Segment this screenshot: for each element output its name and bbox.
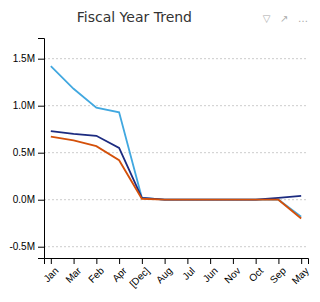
- y-tick: 1.0M: [13, 100, 44, 111]
- x-tick-mark: [51, 258, 52, 264]
- series-line: [51, 137, 301, 219]
- x-tick: Oct: [247, 258, 266, 284]
- grid-line: [44, 246, 308, 247]
- x-tick: Nov: [222, 258, 242, 285]
- x-tick-mark: [142, 258, 143, 264]
- chart: Fiscal Year Trend ▽ ↗ … -0.5M 0.0M 0.5M 1.0M 1…: [0, 0, 320, 302]
- x-tick-label: Oct: [247, 265, 266, 284]
- y-tick-label: 1.0M: [13, 100, 35, 111]
- y-tick: 0.5M: [13, 147, 44, 158]
- x-tick-mark: [119, 258, 120, 264]
- grid-line: [44, 105, 308, 106]
- y-axis-line: [38, 39, 45, 259]
- series-group: [51, 66, 301, 218]
- y-tick: -0.5M: [9, 241, 44, 252]
- y-tick: 1.5M: [13, 53, 44, 64]
- series-line: [51, 66, 301, 216]
- x-tick-mark: [96, 258, 97, 264]
- x-tick: Mar: [63, 258, 83, 285]
- annotation: ▽ ↗ …: [263, 13, 308, 24]
- title: Fiscal Year Trend: [77, 9, 192, 25]
- grid-line: [44, 58, 308, 59]
- y-tick-mark: [38, 153, 44, 154]
- x-tick-mark: [233, 258, 234, 264]
- x-tick-label: Aug: [154, 265, 174, 285]
- x-tick-mark: [187, 258, 188, 264]
- y-tick-label: 1.5M: [13, 53, 35, 64]
- x-tick-label: Jun: [201, 265, 220, 284]
- x-tick: Sep: [268, 258, 289, 285]
- y-tick-mark: [38, 59, 44, 60]
- x-tick-mark: [74, 258, 75, 264]
- x-tick-mark: [256, 258, 257, 264]
- x-tick-mark: [301, 258, 302, 264]
- x-tick-label: Feb: [86, 265, 106, 285]
- x-tick: Apr: [110, 258, 129, 284]
- plot: -0.5M 0.0M 0.5M 1.0M 1.5M JanMarFebApr[Dec]Au…: [9, 39, 310, 290]
- x-tick-label: Apr: [110, 265, 129, 284]
- x-tick: Jan: [41, 258, 60, 284]
- x-tick-label: [Dec]: [127, 265, 151, 289]
- y-axis: -0.5M 0.0M 0.5M 1.0M 1.5M: [9, 39, 44, 259]
- x-tick-label: Jan: [41, 265, 60, 284]
- grid-line: [44, 152, 308, 153]
- x-tick: Aug: [154, 258, 174, 285]
- x-tick: [Dec]: [127, 258, 151, 289]
- y-tick-mark: [38, 200, 44, 201]
- y-tick-mark: [38, 106, 44, 107]
- x-tick: Feb: [86, 258, 106, 285]
- y-tick-label: 0.0M: [13, 194, 35, 205]
- x-tick: May: [290, 258, 311, 286]
- x-tick-label: Jul: [180, 265, 197, 282]
- series-line: [51, 131, 301, 200]
- x-tick: Jun: [201, 258, 220, 284]
- grid: [44, 59, 308, 247]
- x-axis: JanMarFebApr[Dec]Aug JulJunNov OctSepMay: [41, 258, 311, 289]
- y-tick-label: 0.5M: [13, 147, 35, 158]
- x-axis-line: [45, 259, 309, 265]
- x-tick: Jul: [180, 258, 197, 282]
- x-tick-mark: [165, 258, 166, 264]
- x-tick-label: Mar: [63, 265, 83, 285]
- x-tick-mark: [210, 258, 211, 264]
- x-tick-mark: [278, 258, 279, 264]
- x-tick-label: May: [290, 265, 311, 286]
- y-tick-label: -0.5M: [9, 241, 35, 252]
- y-tick-mark: [38, 247, 44, 248]
- y-tick: 0.0M: [13, 194, 44, 205]
- x-tick-label: Sep: [268, 265, 289, 286]
- x-tick-label: Nov: [222, 265, 242, 285]
